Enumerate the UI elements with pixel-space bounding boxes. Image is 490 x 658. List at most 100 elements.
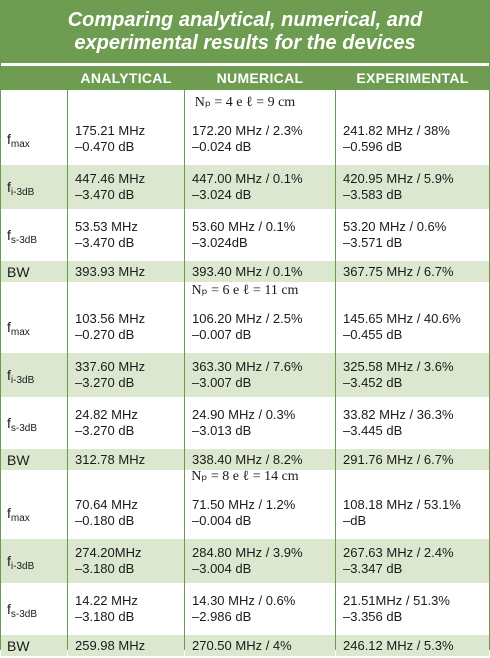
- experimental-value-line: 420.95 MHz / 5.9%: [343, 171, 454, 186]
- row-label: BW: [1, 635, 67, 656]
- row-label-subscript: max: [10, 513, 30, 524]
- row-label: BW: [1, 261, 67, 282]
- numerical-value-line: 172.20 MHz / 2.3%: [192, 123, 303, 138]
- cell-analytical: 259.98 MHz: [68, 635, 184, 656]
- experimental-value-line: –0.455 dB: [343, 327, 403, 342]
- section-heading: Nₚ = 4 e ℓ = 9 cm: [194, 95, 296, 110]
- cell-numerical: 14.30 MHz / 0.6% –2.986 dB: [185, 587, 335, 631]
- row-label-text: BW: [7, 264, 67, 280]
- cell-experimental: 325.58 MHz / 3.6% –3.452 dB: [336, 353, 489, 397]
- row-label-main: f: [7, 553, 11, 569]
- row-label: fmax: [1, 491, 67, 535]
- row-label-main: f: [7, 415, 11, 431]
- table-row: fi-3dB 274.20MHz –3.180 dB 284.80 MHz / 3.9…: [1, 537, 489, 585]
- analytical-value-line: 259.98 MHz: [75, 637, 146, 653]
- cell-numerical: 106.20 MHz / 2.5% –0.007 dB: [185, 305, 335, 349]
- numerical-value-line: 14.30 MHz / 0.6%: [192, 593, 296, 608]
- experimental-value-line: –0.596 dB: [343, 139, 403, 154]
- column-divider: [335, 66, 336, 649]
- numerical-value-line: 71.50 MHz / 1.2%: [192, 497, 296, 512]
- row-label-subscript: i-3dB: [10, 561, 35, 572]
- numerical-value-line: 106.20 MHz / 2.5%: [192, 311, 303, 326]
- analytical-value-line: –0.470 dB: [75, 139, 135, 154]
- analytical-value-line: 103.56 MHz: [75, 311, 146, 326]
- cell-experimental: 145.65 MHz / 40.6% –0.455 dB: [336, 305, 489, 349]
- experimental-value-line: –3.583 dB: [343, 187, 403, 202]
- row-label: BW: [1, 449, 67, 470]
- numerical-value-line: –3.007 dB: [192, 375, 252, 390]
- experimental-value-line: 367.75 MHz / 6.7%: [343, 263, 454, 279]
- experimental-value-line: –3.571 dB: [343, 235, 403, 250]
- numerical-value-line: –3.004 dB: [192, 561, 252, 576]
- cell-analytical: 103.56 MHz –0.270 dB: [68, 305, 184, 349]
- cell-experimental: 291.76 MHz / 6.7%: [336, 449, 489, 470]
- row-label: fi-3dB: [1, 165, 67, 209]
- cell-numerical: 24.90 MHz / 0.3% –3.013 dB: [185, 401, 335, 445]
- cell-experimental: 241.82 MHz / 38% –0.596 dB: [336, 117, 489, 161]
- experimental-value-line: 33.82 MHz / 36.3%: [343, 407, 454, 422]
- cell-numerical: 172.20 MHz / 2.3% –0.024 dB: [185, 117, 335, 161]
- row-label-main: f: [7, 227, 11, 243]
- cell-analytical: 14.22 MHz –3.180 dB: [68, 587, 184, 631]
- cell-analytical: 70.64 MHz –0.180 dB: [68, 491, 184, 535]
- cell-analytical: 312.78 MHz: [68, 449, 184, 470]
- numerical-value-line: –2.986 dB: [192, 609, 252, 624]
- experimental-value-line: –3.347 dB: [343, 561, 403, 576]
- column-header-experimental: EXPERIMENTAL: [336, 66, 489, 90]
- cell-experimental: 367.75 MHz / 6.7%: [336, 261, 489, 282]
- table-row: fi-3dB 447.46 MHz –3.470 dB 447.00 MHz / 0.…: [1, 163, 489, 211]
- cell-experimental: 108.18 MHz / 53.1% –dB: [336, 491, 489, 535]
- table-row: fs-3dB 24.82 MHz –3.270 dB 24.90 MHz / 0.3%…: [1, 399, 489, 447]
- analytical-value-line: 274.20MHz: [75, 545, 142, 560]
- analytical-value-line: –0.270 dB: [75, 327, 135, 342]
- row-label-subscript: s-3dB: [10, 609, 38, 620]
- numerical-value-line: –3.013 dB: [192, 423, 252, 438]
- cell-analytical: 175.21 MHz –0.470 dB: [68, 117, 184, 161]
- row-label-main: f: [7, 601, 11, 617]
- row-label-subscript: i-3dB: [10, 187, 35, 198]
- experimental-value-line: 325.58 MHz / 3.6%: [343, 359, 454, 374]
- analytical-value-line: 447.46 MHz: [75, 171, 146, 186]
- row-label-text: fi-3dB: [7, 179, 67, 198]
- table-row: BW 259.98 MHz 270.50 MHz / 4% 246.12 MHz / …: [1, 633, 489, 658]
- experimental-value-line: –3.452 dB: [343, 375, 403, 390]
- cell-numerical: 393.40 MHz / 0.1%: [185, 261, 335, 282]
- row-label-main: f: [7, 131, 11, 147]
- numerical-value-line: –0.004 dB: [192, 513, 252, 528]
- numerical-value-line: 270.50 MHz / 4%: [192, 637, 292, 653]
- table-row: fs-3dB 53.53 MHz –3.470 dB 53.60 MHz / 0.1%…: [1, 211, 489, 259]
- column-header-row: ANALYTICAL NUMERICAL EXPERIMENTAL: [1, 66, 489, 90]
- row-label: fs-3dB: [1, 587, 67, 631]
- cell-numerical: 338.40 MHz / 8.2%: [185, 449, 335, 470]
- row-label-main: f: [7, 505, 11, 521]
- column-header-label: [1, 66, 67, 90]
- experimental-value-line: 53.20 MHz / 0.6%: [343, 219, 447, 234]
- column-divider: [184, 66, 185, 649]
- cell-numerical: 270.50 MHz / 4%: [185, 635, 335, 656]
- analytical-value-line: 337.60 MHz: [75, 359, 146, 374]
- row-label-text: fi-3dB: [7, 553, 67, 572]
- numerical-value-line: 338.40 MHz / 8.2%: [192, 451, 303, 467]
- row-label-text: BW: [7, 452, 67, 468]
- row-label-main: BW: [7, 637, 30, 654]
- section-heading: Nₚ = 6 e ℓ = 11 cm: [191, 283, 299, 298]
- experimental-value-line: 108.18 MHz / 53.1%: [343, 497, 461, 512]
- row-label-text: fi-3dB: [7, 367, 67, 386]
- cell-experimental: 21.51MHz / 51.3% –3.356 dB: [336, 587, 489, 631]
- row-label-subscript: max: [10, 327, 30, 338]
- analytical-value-line: –0.180 dB: [75, 513, 135, 528]
- numerical-value-line: 363.30 MHz / 7.6%: [192, 359, 303, 374]
- cell-numerical: 363.30 MHz / 7.6% –3.007 dB: [185, 353, 335, 397]
- analytical-value-line: –3.470 dB: [75, 187, 135, 202]
- table-row: fmax 70.64 MHz –0.180 dB 71.50 MHz / 1.2% –0…: [1, 489, 489, 537]
- table-row: fi-3dB 337.60 MHz –3.270 dB 363.30 MHz / 7.…: [1, 351, 489, 399]
- row-label-text: fs-3dB: [7, 415, 67, 434]
- analytical-value-line: 24.82 MHz: [75, 407, 138, 422]
- numerical-value-line: –3.024dB: [192, 235, 248, 250]
- analytical-value-line: –3.270 dB: [75, 375, 135, 390]
- section-heading: Nₚ = 8 e ℓ = 14 cm: [191, 469, 299, 484]
- experimental-value-line: 267.63 MHz / 2.4%: [343, 545, 454, 560]
- row-label: fi-3dB: [1, 539, 67, 583]
- cell-analytical: 337.60 MHz –3.270 dB: [68, 353, 184, 397]
